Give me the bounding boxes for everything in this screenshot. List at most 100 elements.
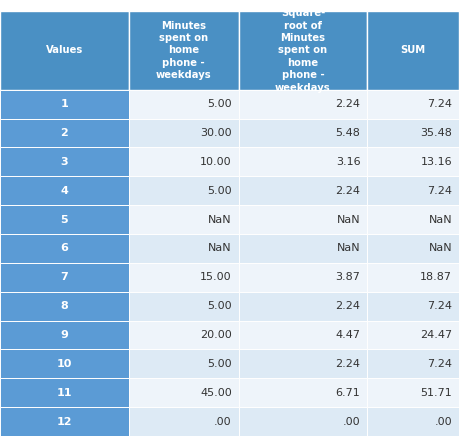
Bar bbox=[0, 263, 129, 292]
Bar bbox=[0, 11, 129, 90]
Text: 51.71: 51.71 bbox=[420, 388, 452, 398]
Text: NaN: NaN bbox=[337, 215, 360, 225]
Text: 1: 1 bbox=[61, 99, 68, 109]
Bar bbox=[0, 119, 129, 147]
Bar bbox=[0, 292, 129, 320]
Text: 2.24: 2.24 bbox=[336, 359, 360, 369]
Bar bbox=[239, 119, 367, 147]
Text: NaN: NaN bbox=[208, 215, 232, 225]
Bar bbox=[367, 11, 459, 90]
Text: 13.16: 13.16 bbox=[420, 157, 452, 167]
Text: 5.00: 5.00 bbox=[207, 186, 232, 196]
Text: 7.24: 7.24 bbox=[427, 186, 452, 196]
Text: NaN: NaN bbox=[429, 215, 452, 225]
Bar bbox=[239, 205, 367, 234]
Bar bbox=[0, 205, 129, 234]
Bar bbox=[129, 205, 239, 234]
Text: 8: 8 bbox=[61, 301, 68, 311]
Text: 7: 7 bbox=[61, 272, 68, 282]
Bar bbox=[239, 147, 367, 176]
Bar bbox=[129, 11, 239, 90]
Text: 24.47: 24.47 bbox=[420, 330, 452, 340]
Text: 2.24: 2.24 bbox=[336, 186, 360, 196]
Text: 5.00: 5.00 bbox=[207, 301, 232, 311]
Bar bbox=[367, 205, 459, 234]
Bar bbox=[367, 263, 459, 292]
Text: 18.87: 18.87 bbox=[420, 272, 452, 282]
Text: 4: 4 bbox=[60, 186, 68, 196]
Text: 11: 11 bbox=[56, 388, 72, 398]
Text: 7.24: 7.24 bbox=[427, 359, 452, 369]
Bar bbox=[367, 292, 459, 320]
Bar bbox=[239, 292, 367, 320]
Text: NaN: NaN bbox=[429, 243, 452, 253]
Bar bbox=[367, 176, 459, 205]
Bar bbox=[239, 263, 367, 292]
Text: 12: 12 bbox=[56, 416, 72, 426]
Text: SUM: SUM bbox=[401, 45, 425, 55]
Text: 15.00: 15.00 bbox=[200, 272, 232, 282]
Bar bbox=[129, 119, 239, 147]
Text: Square-
root of
Minutes
spent on
home
phone -
weekdays: Square- root of Minutes spent on home ph… bbox=[275, 8, 331, 92]
Text: .00: .00 bbox=[435, 416, 452, 426]
Text: 2: 2 bbox=[61, 128, 68, 138]
Bar bbox=[129, 176, 239, 205]
Text: .00: .00 bbox=[214, 416, 232, 426]
Text: 3.87: 3.87 bbox=[336, 272, 360, 282]
Text: 7.24: 7.24 bbox=[427, 301, 452, 311]
Text: 5.00: 5.00 bbox=[207, 359, 232, 369]
Bar bbox=[129, 263, 239, 292]
Text: Values: Values bbox=[45, 45, 83, 55]
Text: Minutes
spent on
home
phone -
weekdays: Minutes spent on home phone - weekdays bbox=[156, 20, 212, 80]
Bar bbox=[367, 147, 459, 176]
Bar bbox=[367, 349, 459, 378]
Text: 7.24: 7.24 bbox=[427, 99, 452, 109]
Bar bbox=[129, 320, 239, 349]
Bar bbox=[367, 234, 459, 263]
Bar bbox=[129, 292, 239, 320]
Bar bbox=[0, 90, 129, 119]
Text: 3: 3 bbox=[61, 157, 68, 167]
Text: 20.00: 20.00 bbox=[200, 330, 232, 340]
Bar bbox=[367, 320, 459, 349]
Bar bbox=[367, 119, 459, 147]
Bar bbox=[367, 90, 459, 119]
Bar bbox=[239, 407, 367, 436]
Bar bbox=[367, 378, 459, 407]
Bar bbox=[129, 407, 239, 436]
Bar bbox=[129, 147, 239, 176]
Text: 5.48: 5.48 bbox=[336, 128, 360, 138]
Text: 6: 6 bbox=[60, 243, 68, 253]
Text: NaN: NaN bbox=[337, 243, 360, 253]
Text: .00: .00 bbox=[343, 416, 360, 426]
Text: 3.16: 3.16 bbox=[336, 157, 360, 167]
Text: 6.71: 6.71 bbox=[336, 388, 360, 398]
Text: NaN: NaN bbox=[208, 243, 232, 253]
Bar bbox=[0, 234, 129, 263]
Text: 2.24: 2.24 bbox=[336, 99, 360, 109]
Bar bbox=[239, 234, 367, 263]
Bar bbox=[0, 320, 129, 349]
Bar bbox=[129, 378, 239, 407]
Bar bbox=[239, 320, 367, 349]
Bar bbox=[239, 90, 367, 119]
Text: 30.00: 30.00 bbox=[200, 128, 232, 138]
Text: 45.00: 45.00 bbox=[200, 388, 232, 398]
Bar bbox=[0, 147, 129, 176]
Bar bbox=[129, 234, 239, 263]
Text: 9: 9 bbox=[60, 330, 68, 340]
Bar bbox=[239, 176, 367, 205]
Bar bbox=[0, 378, 129, 407]
Text: 4.47: 4.47 bbox=[336, 330, 360, 340]
Text: 10: 10 bbox=[56, 359, 72, 369]
Bar bbox=[239, 11, 367, 90]
Text: 35.48: 35.48 bbox=[420, 128, 452, 138]
Bar bbox=[239, 378, 367, 407]
Text: 10.00: 10.00 bbox=[200, 157, 232, 167]
Bar bbox=[0, 349, 129, 378]
Bar bbox=[0, 176, 129, 205]
Bar bbox=[129, 349, 239, 378]
Bar bbox=[367, 407, 459, 436]
Bar bbox=[239, 349, 367, 378]
Text: 5.00: 5.00 bbox=[207, 99, 232, 109]
